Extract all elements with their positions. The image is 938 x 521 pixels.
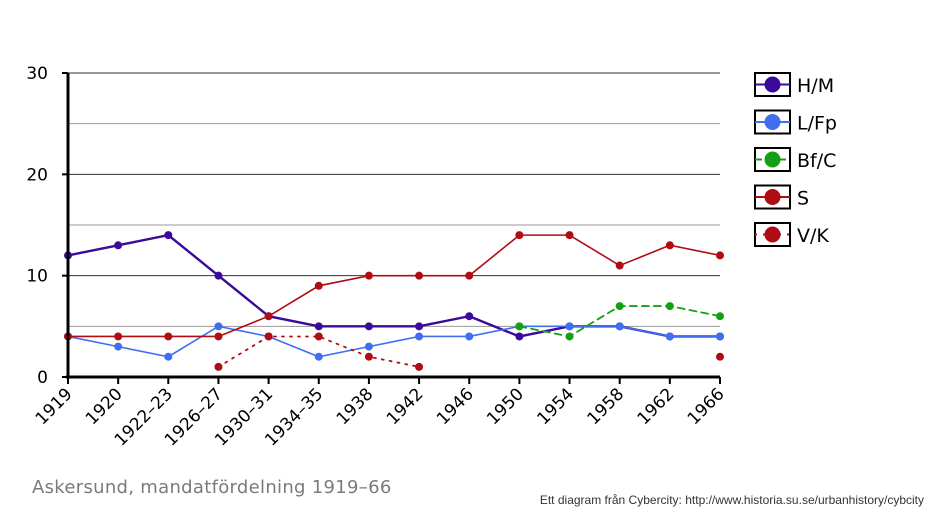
x-tick-label: 1966 <box>684 384 729 429</box>
data-point <box>565 332 574 341</box>
data-point <box>465 312 474 321</box>
series-h-m <box>64 231 724 341</box>
data-point <box>565 231 574 240</box>
legend-entry: V/K <box>754 222 829 247</box>
data-point <box>465 271 474 280</box>
series-line <box>66 233 722 338</box>
series-v-k <box>214 332 724 371</box>
grid-lines <box>68 72 720 327</box>
data-point <box>615 261 624 270</box>
legend-marker <box>764 189 781 205</box>
data-point <box>364 271 373 280</box>
x-tick-label: 1920 <box>82 384 127 429</box>
data-point <box>364 352 373 361</box>
data-point <box>716 312 724 321</box>
x-tick-label: 1942 <box>383 384 428 429</box>
legend-entry: Bf/C <box>754 147 836 172</box>
data-point <box>716 251 724 260</box>
data-point <box>114 342 123 351</box>
y-tick-label: 0 <box>37 368 48 388</box>
data-point <box>515 231 524 240</box>
data-point <box>214 362 223 371</box>
data-point <box>615 302 624 311</box>
data-point <box>415 271 424 280</box>
data-point <box>515 332 524 341</box>
data-point <box>364 342 373 351</box>
data-point <box>415 362 424 371</box>
y-tick-label: 30 <box>26 64 48 84</box>
legend-label: V/K <box>797 225 829 247</box>
data-point <box>164 332 173 341</box>
legend-entry: L/Fp <box>754 109 837 135</box>
legend-label: H/M <box>797 75 834 97</box>
data-point <box>716 332 724 341</box>
x-tick-label: 1958 <box>583 384 628 429</box>
series-line <box>217 335 420 368</box>
data-point <box>615 322 624 331</box>
data-point <box>415 332 424 341</box>
series-bf-c <box>515 302 724 341</box>
legend: H/M L/Fp Bf/C S V/K <box>754 72 837 247</box>
x-tick-label: 1946 <box>433 384 478 429</box>
data-point <box>364 322 373 331</box>
legend-marker <box>764 151 781 168</box>
data-point <box>214 332 223 341</box>
legend-marker <box>764 114 781 130</box>
data-point <box>314 332 323 341</box>
legend-entry: S <box>754 184 809 210</box>
legend-marker <box>764 76 781 93</box>
y-tick-label: 10 <box>26 267 48 287</box>
series-s <box>64 231 724 341</box>
source-credit: Ett diagram från Cybercity: http://www.h… <box>539 493 924 507</box>
data-point <box>665 332 674 341</box>
legend-entry: H/M <box>754 72 834 97</box>
data-point <box>415 322 424 331</box>
data-point <box>214 322 223 331</box>
x-tick-label: 1962 <box>634 384 679 429</box>
data-point <box>264 312 273 321</box>
data-point <box>214 271 223 280</box>
data-point <box>314 352 323 361</box>
data-point <box>665 241 674 250</box>
data-point <box>565 322 574 331</box>
y-axis-ticks: 0 10 20 30 <box>26 64 68 388</box>
legend-marker <box>764 226 781 243</box>
data-point <box>665 302 674 311</box>
x-tick-label: 1950 <box>483 384 528 429</box>
series-l-fp <box>64 322 724 361</box>
axes <box>66 73 720 379</box>
series-line <box>518 305 721 338</box>
data-point <box>264 332 273 341</box>
y-tick-label: 20 <box>26 165 48 185</box>
data-point <box>314 281 323 290</box>
x-tick-label: 1938 <box>333 384 378 429</box>
data-point <box>465 332 474 341</box>
x-tick-label: 1954 <box>533 384 578 429</box>
legend-label: S <box>797 188 809 210</box>
data-point <box>114 241 123 250</box>
data-point <box>515 322 524 331</box>
data-point <box>164 231 173 240</box>
data-point <box>164 352 173 361</box>
series-line <box>67 325 721 358</box>
legend-label: Bf/C <box>797 150 836 172</box>
series-lines <box>64 231 724 371</box>
data-point <box>114 332 123 341</box>
legend-label: L/Fp <box>797 113 837 135</box>
chart-caption: Askersund, mandatfördelning 1919–66 <box>32 477 392 498</box>
x-tick-label: 1919 <box>32 384 77 429</box>
data-point <box>716 352 724 361</box>
data-point <box>314 322 323 331</box>
series-line <box>67 234 721 338</box>
